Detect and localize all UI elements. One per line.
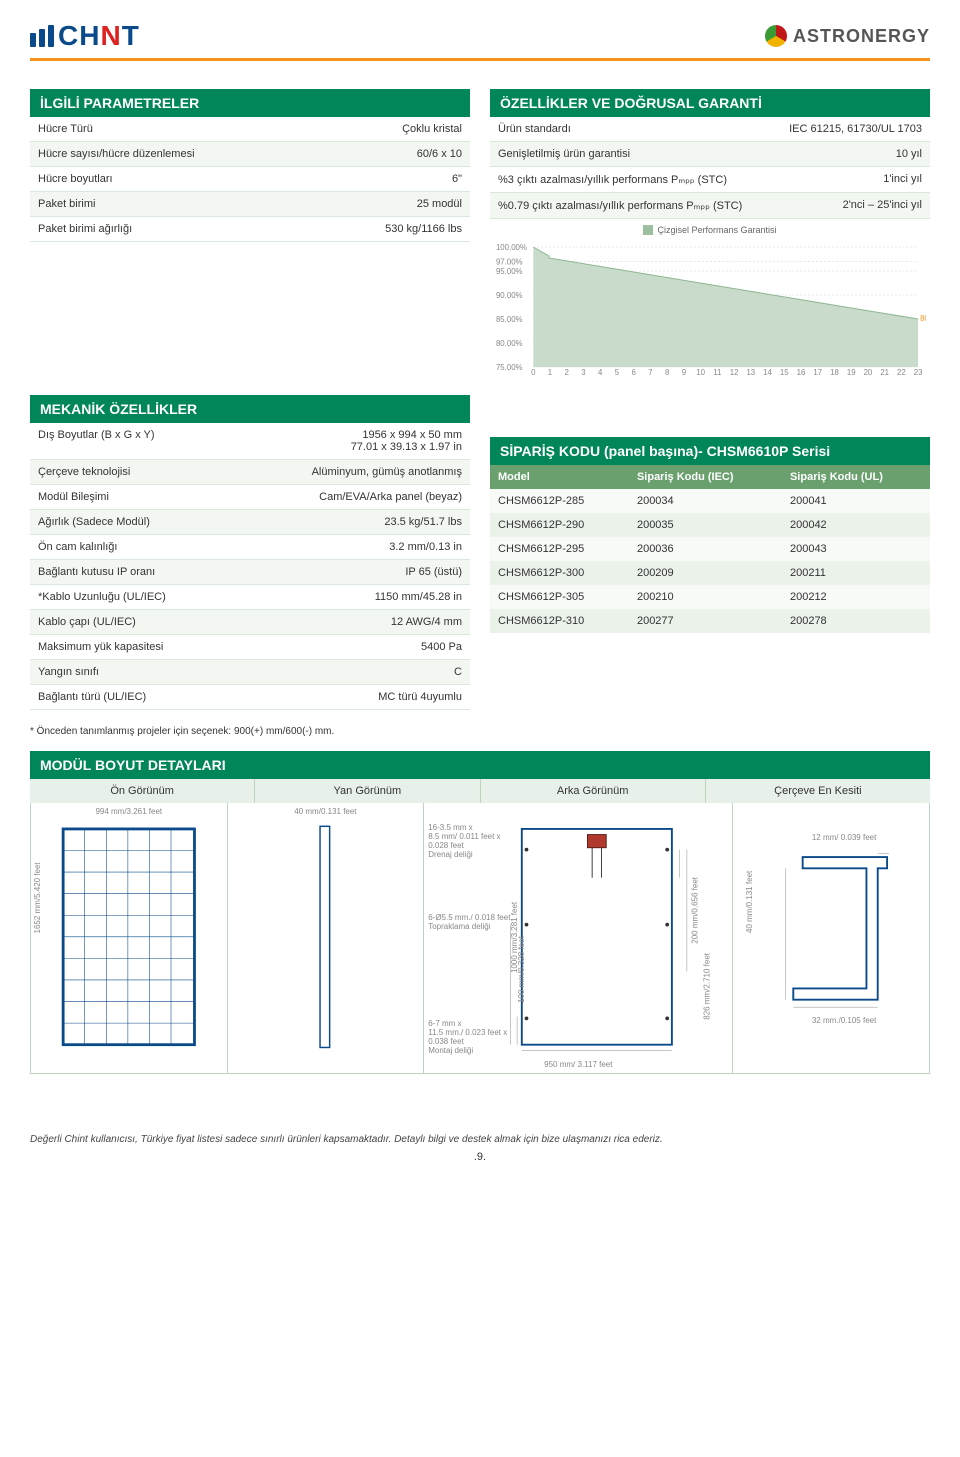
svg-text:2: 2 bbox=[565, 368, 569, 377]
header-rule bbox=[30, 58, 930, 61]
kv-row: Dış Boyutlar (B x G x Y)1956 x 994 x 50 … bbox=[30, 423, 470, 460]
svg-text:5: 5 bbox=[615, 368, 620, 377]
svg-text:10: 10 bbox=[696, 368, 705, 377]
frame-cross-section: 12 mm/ 0.039 feet 40 mm/0.131 feet 32 mm… bbox=[733, 803, 929, 1073]
svg-text:85.00%: 85.00% bbox=[496, 315, 523, 324]
column-header: Yan Görünüm bbox=[255, 779, 480, 803]
ilgili-parametreler: İLGİLİ PARAMETRELER Hücre TürüÇoklu kris… bbox=[30, 89, 470, 379]
table-header: Sipariş Kodu (IEC) bbox=[629, 465, 782, 489]
svg-text:20: 20 bbox=[864, 368, 873, 377]
column-header: Ön Görünüm bbox=[30, 779, 255, 803]
svg-text:100.00%: 100.00% bbox=[496, 243, 527, 252]
section-title: İLGİLİ PARAMETRELER bbox=[30, 89, 470, 117]
table-row: CHSM6612P-310200277200278 bbox=[490, 609, 930, 633]
kv-row: Paket birimi25 modül bbox=[30, 192, 470, 217]
svg-text:80.20%: 80.20% bbox=[920, 314, 926, 323]
table-row: CHSM6612P-305200210200212 bbox=[490, 585, 930, 609]
svg-text:12: 12 bbox=[730, 368, 739, 377]
modul-boyut-detaylari-title: MODÜL BOYUT DETAYLARI bbox=[30, 751, 930, 779]
svg-text:18: 18 bbox=[830, 368, 839, 377]
module-details-body: 994 mm/3.261 feet 1652 mm/5.420 feet 40 … bbox=[30, 803, 930, 1074]
svg-text:15: 15 bbox=[780, 368, 789, 377]
page-number: .9. bbox=[30, 1151, 930, 1163]
mekanik-ozellikler: MEKANİK ÖZELLİKLER Dış Boyutlar (B x G x… bbox=[30, 395, 470, 710]
column-header: Çerçeve En Kesiti bbox=[706, 779, 930, 803]
table-row: CHSM6612P-295200036200043 bbox=[490, 537, 930, 561]
kv-row: Yangın sınıfıC bbox=[30, 660, 470, 685]
warranty-chart: Çizgisel Performans Garantisi 100.00%97.… bbox=[490, 219, 930, 379]
table-header: Sipariş Kodu (UL) bbox=[782, 465, 930, 489]
svg-text:3: 3 bbox=[581, 368, 586, 377]
module-details-head: Ön GörünümYan GörünümArka GörünümÇerçeve… bbox=[30, 779, 930, 803]
kv-row: Ürün standardıIEC 61215, 61730/UL 1703 bbox=[490, 117, 930, 142]
kv-row: Maksimum yük kapasitesi5400 Pa bbox=[30, 635, 470, 660]
kv-row: Hücre boyutları6" bbox=[30, 167, 470, 192]
section-title: ÖZELLİKLER VE DOĞRUSAL GARANTİ bbox=[490, 89, 930, 117]
kv-row: Hücre sayısı/hücre düzenlemesi60/6 x 10 bbox=[30, 142, 470, 167]
section-title: MEKANİK ÖZELLİKLER bbox=[30, 395, 470, 423]
kv-row: Paket birimi ağırlığı530 kg/1166 lbs bbox=[30, 217, 470, 242]
svg-text:16: 16 bbox=[797, 368, 806, 377]
back-view: 16-3.5 mm x 8.5 mm/ 0.011 feet x 0.028 f… bbox=[424, 803, 733, 1073]
closing-note: Değerli Chint kullanıcısı, Türkiye fiyat… bbox=[30, 1134, 930, 1145]
svg-text:17: 17 bbox=[813, 368, 822, 377]
svg-text:19: 19 bbox=[847, 368, 856, 377]
header: CHNT ASTRONERGY bbox=[30, 20, 930, 52]
kv-row: Kablo çapı (UL/IEC)12 AWG/4 mm bbox=[30, 610, 470, 635]
chint-logo: CHNT bbox=[30, 20, 140, 52]
ozellikler-garanti: ÖZELLİKLER VE DOĞRUSAL GARANTİ Ürün stan… bbox=[490, 89, 930, 379]
table-row: CHSM6612P-290200035200042 bbox=[490, 513, 930, 537]
svg-text:9: 9 bbox=[682, 368, 687, 377]
footnote: * Önceden tanımlanmış projeler için seçe… bbox=[30, 726, 930, 737]
svg-text:21: 21 bbox=[880, 368, 889, 377]
kv-row: Hücre TürüÇoklu kristal bbox=[30, 117, 470, 142]
kv-row: Modül BileşimiCam/EVA/Arka panel (beyaz) bbox=[30, 485, 470, 510]
kv-row: Ağırlık (Sadece Modül)23.5 kg/51.7 lbs bbox=[30, 510, 470, 535]
order-table: ModelSipariş Kodu (IEC)Sipariş Kodu (UL)… bbox=[490, 465, 930, 633]
svg-text:95.00%: 95.00% bbox=[496, 267, 523, 276]
svg-text:11: 11 bbox=[713, 368, 722, 377]
side-view: 40 mm/0.131 feet bbox=[228, 803, 425, 1073]
svg-text:7: 7 bbox=[648, 368, 652, 377]
kv-list: Hücre TürüÇoklu kristalHücre sayısı/hücr… bbox=[30, 117, 470, 242]
table-row: CHSM6612P-300200209200211 bbox=[490, 561, 930, 585]
astronergy-logo: ASTRONERGY bbox=[765, 25, 930, 47]
kv-row: Çerçeve teknolojisiAlüminyum, gümüş anot… bbox=[30, 460, 470, 485]
svg-text:80.00%: 80.00% bbox=[496, 339, 523, 348]
svg-text:13: 13 bbox=[746, 368, 755, 377]
kv-row: %3 çıktı azalması/yıllık performans Pₘₚₚ… bbox=[490, 167, 930, 193]
section-title: SİPARİŞ KODU (panel başına)- CHSM6610P S… bbox=[490, 437, 930, 465]
table-header: Model bbox=[490, 465, 629, 489]
column-header: Arka Görünüm bbox=[481, 779, 706, 803]
svg-text:23: 23 bbox=[914, 368, 923, 377]
svg-text:8: 8 bbox=[665, 368, 670, 377]
svg-text:90.00%: 90.00% bbox=[496, 291, 523, 300]
svg-text:22: 22 bbox=[897, 368, 906, 377]
svg-text:0: 0 bbox=[531, 368, 536, 377]
svg-text:97.00%: 97.00% bbox=[496, 257, 523, 266]
kv-row: Genişletilmiş ürün garantisi10 yıl bbox=[490, 142, 930, 167]
svg-text:75.00%: 75.00% bbox=[496, 363, 523, 372]
front-view: 994 mm/3.261 feet 1652 mm/5.420 feet bbox=[31, 803, 228, 1073]
svg-text:6: 6 bbox=[631, 368, 636, 377]
svg-text:14: 14 bbox=[763, 368, 772, 377]
kv-row: %0.79 çıktı azalması/yıllık performans P… bbox=[490, 193, 930, 219]
kv-list: Ürün standardıIEC 61215, 61730/UL 1703Ge… bbox=[490, 117, 930, 219]
kv-row: Bağlantı kutusu IP oranıIP 65 (üstü) bbox=[30, 560, 470, 585]
siparis-kodu: SİPARİŞ KODU (panel başına)- CHSM6610P S… bbox=[490, 437, 930, 633]
kv-row: Ön cam kalınlığı3.2 mm/0.13 in bbox=[30, 535, 470, 560]
kv-row: Bağlantı türü (UL/IEC)MC türü 4uyumlu bbox=[30, 685, 470, 710]
kv-row: *Kablo Uzunluğu (UL/IEC)1150 mm/45.28 in bbox=[30, 585, 470, 610]
svg-text:4: 4 bbox=[598, 368, 603, 377]
table-row: CHSM6612P-285200034200041 bbox=[490, 489, 930, 513]
svg-text:1: 1 bbox=[548, 368, 553, 377]
